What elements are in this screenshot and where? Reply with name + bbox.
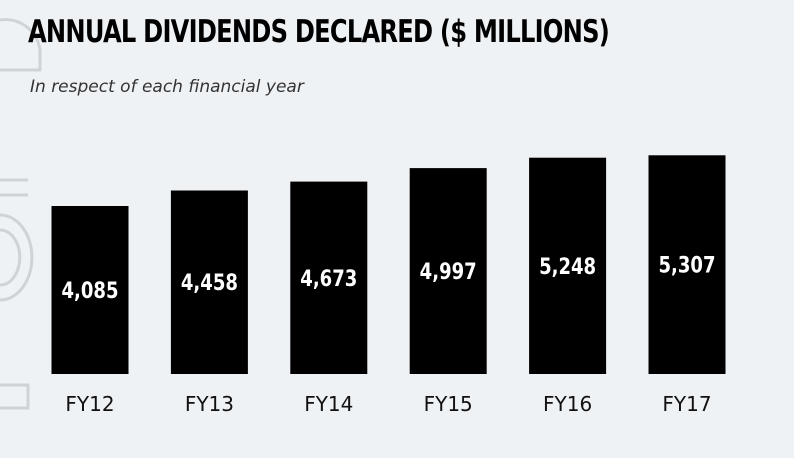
bar-fy15 bbox=[409, 168, 487, 374]
x-tick-label: FY16 bbox=[543, 392, 592, 416]
watermark-decoration bbox=[0, 18, 42, 410]
bar-value-label: 4,997 bbox=[420, 258, 477, 284]
chart-subtitle: In respect of each financial year bbox=[30, 77, 304, 97]
bar-fy17 bbox=[648, 155, 726, 374]
bar-value-label: 4,458 bbox=[181, 269, 238, 295]
bar-value-label: 4,085 bbox=[61, 277, 118, 303]
chart-title: ANNUAL DIVIDENDS DECLARED ($ MILLIONS) bbox=[28, 14, 610, 50]
bar-fy13 bbox=[170, 190, 248, 374]
x-tick-label: FY13 bbox=[185, 392, 234, 416]
bar-fy12 bbox=[51, 206, 129, 374]
bar-fy14 bbox=[290, 181, 368, 374]
bar-value-label: 4,673 bbox=[300, 265, 357, 291]
bar-value-label: 5,248 bbox=[539, 253, 596, 279]
bar-value-label: 5,307 bbox=[658, 252, 715, 278]
x-tick-label: FY14 bbox=[304, 392, 353, 416]
x-tick-label: FY15 bbox=[424, 392, 473, 416]
x-tick-label: FY12 bbox=[65, 392, 114, 416]
bar-fy16 bbox=[529, 157, 607, 374]
x-tick-label: FY17 bbox=[662, 392, 711, 416]
